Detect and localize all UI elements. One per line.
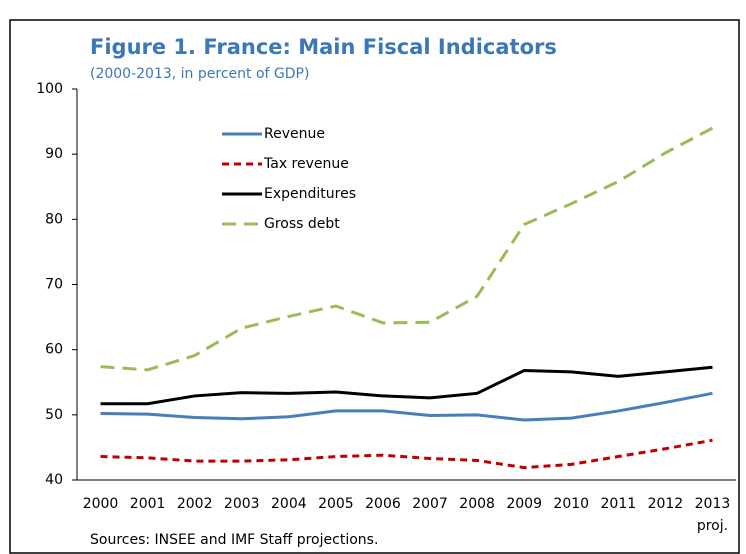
series-line: [100, 126, 714, 372]
x-tick-label: 2011: [601, 496, 637, 512]
legend-label: Tax revenue: [263, 156, 349, 172]
x-tick-label: 2010: [553, 496, 589, 512]
x-tick-label: 2000: [83, 496, 119, 512]
y-tick-label: 80: [45, 211, 63, 227]
x-tick-label: 2013: [695, 496, 731, 512]
legend-label: Revenue: [264, 126, 325, 142]
series-line: [100, 365, 713, 406]
y-tick-label: 100: [36, 81, 63, 97]
series-line: [100, 438, 713, 470]
frame: [9, 19, 740, 554]
source: Sources: INSEE and IMF Staff projections…: [90, 532, 378, 548]
x-tick-label: 2004: [271, 496, 307, 512]
y-tick-label: 90: [45, 146, 63, 162]
chart-title: Figure 1. France: Main Fiscal Indicators: [90, 35, 557, 59]
series-line: [100, 391, 713, 422]
x-tick-label: 2005: [318, 496, 354, 512]
x-tick-label: 2008: [459, 496, 495, 512]
x-tick-label: 2006: [365, 496, 401, 512]
y-tick-label: 50: [45, 407, 63, 423]
x-tick-label: 2007: [412, 496, 448, 512]
legend-label: Expenditures: [264, 186, 356, 202]
x-tick-label: 2001: [130, 496, 166, 512]
x-tick-label: 2003: [224, 496, 260, 512]
x-tick-label: 2009: [506, 496, 542, 512]
legend-label: Gross debt: [264, 216, 340, 232]
x-tick-label: 2002: [177, 496, 213, 512]
y-tick-label: 60: [45, 342, 63, 358]
chart-subtitle: (2000-2013, in percent of GDP): [90, 66, 309, 82]
x-tick-label: 2012: [648, 496, 684, 512]
y-tick-label: 70: [45, 277, 63, 293]
x-tick-note: proj.: [697, 518, 728, 534]
y-tick-label: 40: [45, 472, 63, 488]
